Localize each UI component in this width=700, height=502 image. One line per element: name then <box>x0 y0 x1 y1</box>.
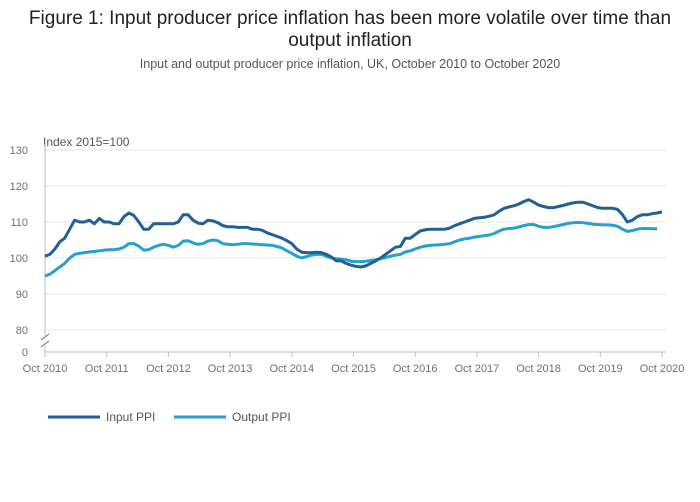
x-tick-label: Oct 2017 <box>455 363 500 375</box>
y-tick-label: 90 <box>16 289 28 301</box>
x-tick-label: Oct 2013 <box>208 363 253 375</box>
legend: Input PPI Output PPI <box>48 410 291 424</box>
axis-break-mark <box>40 340 50 348</box>
x-tick-label: Oct 2020 <box>640 363 685 375</box>
series-line-input-ppi <box>44 198 663 269</box>
axis-break-mark <box>40 333 50 341</box>
series-lines <box>44 198 663 278</box>
y-tick-label-zero: 0 <box>22 347 28 359</box>
series-line-output-ppi <box>44 220 658 278</box>
legend-label-output-ppi: Output PPI <box>232 410 291 424</box>
x-tick-label: Oct 2014 <box>269 363 314 375</box>
y-tick-label: 120 <box>10 181 28 193</box>
x-tick-label: Oct 2010 <box>23 363 68 375</box>
gridlines <box>45 149 666 353</box>
x-tick-label: Oct 2019 <box>578 363 623 375</box>
x-axis-ticks: Oct 2010 Oct 2011 Oct 2012 Oct 2013 Oct 2014… <box>23 352 685 375</box>
chart-subtitle: Input and output producer price inflatio… <box>139 57 561 71</box>
x-tick-label: Oct 2018 <box>516 363 561 375</box>
y-tick-label: 110 <box>10 217 28 229</box>
x-axis <box>39 144 51 352</box>
y-axis-unit-label: Index 2015=100 <box>43 135 130 149</box>
axis-break-gap <box>39 336 51 346</box>
legend-label-input-ppi: Input PPI <box>106 410 155 424</box>
y-tick-label: 130 <box>10 145 28 157</box>
x-tick-label: Oct 2016 <box>393 363 438 375</box>
x-tick-label: Oct 2011 <box>85 363 129 375</box>
x-tick-label: Oct 2012 <box>146 363 191 375</box>
y-tick-label: 80 <box>16 325 28 337</box>
x-tick-label: Oct 2015 <box>331 363 376 375</box>
y-tick-label: 100 <box>10 253 28 265</box>
y-axis-ticks: 80 90 100 110 120 130 0 <box>10 145 28 359</box>
chart-title: Figure 1: Input producer price inflation… <box>28 8 672 51</box>
